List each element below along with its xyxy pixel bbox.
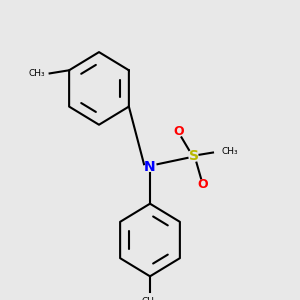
Text: CH₃: CH₃ [142,297,158,300]
Text: CH₃: CH₃ [28,69,45,78]
Text: CH₃: CH₃ [222,147,238,156]
Text: O: O [173,124,184,138]
Text: N: N [144,160,156,174]
Text: O: O [197,178,208,191]
Text: S: S [188,149,199,163]
